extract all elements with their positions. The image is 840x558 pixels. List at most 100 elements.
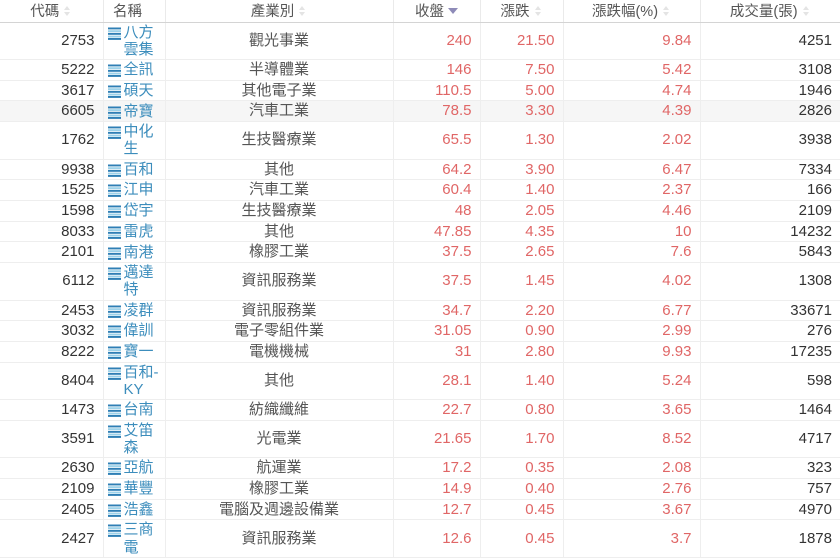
sort-descending-icon[interactable] bbox=[448, 5, 458, 17]
table-row[interactable]: 8222 寶一 電機機械 31 2.80 9.93 17235 bbox=[0, 341, 840, 363]
list-bars-icon[interactable] bbox=[107, 226, 121, 239]
cell-name[interactable]: 百和 bbox=[103, 159, 166, 181]
cell-name[interactable]: 百和-KY bbox=[103, 362, 166, 401]
sortable-icon[interactable] bbox=[63, 5, 72, 17]
cell-close: 37.5 bbox=[393, 241, 481, 263]
table-row[interactable]: 2405 浩鑫 電腦及週邊設備業 12.7 0.45 3.67 4970 bbox=[0, 499, 840, 521]
cell-name[interactable]: 雷虎 bbox=[103, 221, 166, 243]
table-row[interactable]: 1598 岱宇 生技醫療業 48 2.05 4.46 2109 bbox=[0, 200, 840, 222]
cell-name[interactable]: 南港 bbox=[103, 241, 166, 263]
sortable-icon[interactable] bbox=[298, 5, 307, 17]
cell-name[interactable]: 寶一 bbox=[103, 341, 166, 363]
cell-name[interactable]: 八方雲集 bbox=[103, 22, 166, 60]
list-bars-icon[interactable] bbox=[107, 184, 121, 198]
cell-name[interactable]: 全訊 bbox=[103, 59, 166, 81]
list-bars-icon[interactable] bbox=[107, 205, 121, 219]
list-bars-icon[interactable] bbox=[107, 247, 121, 260]
cell-name[interactable]: 中化生 bbox=[103, 121, 166, 160]
list-bars-icon[interactable] bbox=[107, 267, 121, 280]
table-row[interactable]: 2453 凌群 資訊服務業 34.7 2.20 6.77 33671 bbox=[0, 300, 840, 322]
stock-name-link[interactable]: 凌群 bbox=[123, 301, 154, 319]
stock-name-link[interactable]: 全訊 bbox=[123, 61, 154, 79]
cell-name[interactable]: 艾笛森 bbox=[103, 420, 166, 459]
table-row[interactable]: 2630 亞航 航運業 17.2 0.35 2.08 323 bbox=[0, 457, 840, 479]
table-row[interactable]: 8404 百和-KY 其他 28.1 1.40 5.24 598 bbox=[0, 362, 840, 401]
stock-name-link[interactable]: 岱宇 bbox=[123, 202, 154, 220]
cell-name[interactable]: 碩天 bbox=[103, 80, 166, 102]
table-row[interactable]: 5222 全訊 半導體業 146 7.50 5.42 3108 bbox=[0, 59, 840, 81]
table-row[interactable]: 3032 偉訓 電子零組件業 31.05 0.90 2.99 276 bbox=[0, 320, 840, 342]
stock-name-link[interactable]: 邁達特 bbox=[123, 264, 154, 299]
stock-name-link[interactable]: 碩天 bbox=[123, 81, 154, 99]
sortable-icon[interactable] bbox=[802, 5, 811, 17]
stock-name-link[interactable]: 艾笛森 bbox=[123, 421, 154, 456]
cell-name[interactable]: 亞航 bbox=[103, 457, 166, 479]
cell-name[interactable]: 凌群 bbox=[103, 300, 166, 322]
table-row[interactable]: 3591 艾笛森 光電業 21.65 1.70 8.52 4717 bbox=[0, 420, 840, 459]
list-bars-icon[interactable] bbox=[107, 305, 121, 318]
list-bars-icon[interactable] bbox=[107, 27, 121, 40]
table-row[interactable]: 9938 百和 其他 64.2 3.90 6.47 7334 bbox=[0, 159, 840, 181]
cell-name[interactable]: 帝寶 bbox=[103, 100, 166, 123]
table-row[interactable]: 1525 江申 汽車工業 60.4 1.40 2.37 166 bbox=[0, 179, 840, 201]
cell-change-percent: 5.42 bbox=[563, 59, 701, 81]
cell-name[interactable]: 三商電 bbox=[103, 519, 166, 558]
stock-name-link[interactable]: 浩鑫 bbox=[123, 500, 154, 518]
list-bars-icon[interactable] bbox=[107, 504, 121, 517]
stock-name-link[interactable]: 偉訓 bbox=[123, 322, 154, 340]
table-row[interactable]: 6605 帝寶 汽車工業 78.5 3.30 4.39 2826 bbox=[0, 100, 840, 123]
cell-name[interactable]: 江申 bbox=[103, 179, 166, 201]
stock-name-link[interactable]: 八方雲集 bbox=[123, 23, 154, 58]
list-bars-icon[interactable] bbox=[107, 367, 121, 380]
table-row[interactable]: 2427 三商電 資訊服務業 12.6 0.45 3.7 1878 bbox=[0, 519, 840, 558]
cell-name[interactable]: 華豐 bbox=[103, 478, 166, 500]
cell-name[interactable]: 邁達特 bbox=[103, 262, 166, 301]
list-bars-icon[interactable] bbox=[107, 85, 121, 98]
list-bars-icon[interactable] bbox=[107, 164, 121, 177]
list-bars-icon[interactable] bbox=[107, 126, 121, 139]
column-header-name[interactable]: 名稱 bbox=[103, 0, 166, 23]
list-bars-icon[interactable] bbox=[107, 404, 121, 418]
stock-name-link[interactable]: 帝寶 bbox=[123, 102, 154, 120]
sortable-icon[interactable] bbox=[534, 5, 543, 17]
list-bars-icon[interactable] bbox=[107, 325, 121, 339]
table-row[interactable]: 2101 南港 橡膠工業 37.5 2.65 7.6 5843 bbox=[0, 241, 840, 263]
column-header-close[interactable]: 收盤 bbox=[393, 0, 481, 23]
table-row[interactable]: 8033 雷虎 其他 47.85 4.35 10 14232 bbox=[0, 221, 840, 243]
stock-name-link[interactable]: 江申 bbox=[123, 181, 154, 199]
column-header-ind[interactable]: 產業別 bbox=[165, 0, 394, 23]
column-header-chg[interactable]: 漲跌 bbox=[480, 0, 564, 23]
stock-name-link[interactable]: 華豐 bbox=[123, 480, 154, 498]
cell-name[interactable]: 浩鑫 bbox=[103, 499, 166, 521]
column-header-vol[interactable]: 成交量(張) bbox=[700, 0, 840, 23]
cell-name[interactable]: 台南 bbox=[103, 399, 166, 421]
cell-name[interactable]: 偉訓 bbox=[103, 320, 166, 342]
table-row[interactable]: 1473 台南 紡織纖維 22.7 0.80 3.65 1464 bbox=[0, 399, 840, 421]
stock-name-link[interactable]: 雷虎 bbox=[123, 222, 154, 240]
table-row[interactable]: 2109 華豐 橡膠工業 14.9 0.40 2.76 757 bbox=[0, 478, 840, 500]
stock-name-link[interactable]: 三商電 bbox=[123, 521, 154, 556]
column-header-pct[interactable]: 漲跌幅(%) bbox=[563, 0, 701, 23]
stock-name-link[interactable]: 亞航 bbox=[123, 459, 154, 477]
list-bars-icon[interactable] bbox=[107, 462, 121, 476]
column-header-code[interactable]: 代碼 bbox=[0, 0, 104, 23]
list-bars-icon[interactable] bbox=[107, 483, 121, 497]
table-row[interactable]: 3617 碩天 其他電子業 110.5 5.00 4.74 1946 bbox=[0, 80, 840, 102]
stock-name-link[interactable]: 寶一 bbox=[123, 343, 154, 361]
list-bars-icon[interactable] bbox=[107, 524, 121, 538]
list-bars-icon[interactable] bbox=[107, 106, 121, 119]
table-row[interactable]: 1762 中化生 生技醫療業 65.5 1.30 2.02 3938 bbox=[0, 121, 840, 160]
stock-name-link[interactable]: 南港 bbox=[123, 243, 154, 261]
sortable-icon[interactable] bbox=[662, 5, 671, 17]
table-row[interactable]: 6112 邁達特 資訊服務業 37.5 1.45 4.02 1308 bbox=[0, 262, 840, 301]
cell-change-percent: 2.99 bbox=[563, 320, 701, 342]
stock-name-link[interactable]: 中化生 bbox=[123, 123, 154, 158]
cell-name[interactable]: 岱宇 bbox=[103, 200, 166, 222]
stock-name-link[interactable]: 台南 bbox=[123, 401, 154, 419]
stock-name-link[interactable]: 百和 bbox=[123, 160, 154, 178]
stock-name-link[interactable]: 百和-KY bbox=[123, 363, 159, 398]
list-bars-icon[interactable] bbox=[107, 425, 121, 438]
list-bars-icon[interactable] bbox=[107, 64, 121, 78]
list-bars-icon[interactable] bbox=[107, 346, 121, 359]
table-row[interactable]: 2753 八方雲集 觀光事業 240 21.50 9.84 4251 bbox=[0, 22, 840, 60]
